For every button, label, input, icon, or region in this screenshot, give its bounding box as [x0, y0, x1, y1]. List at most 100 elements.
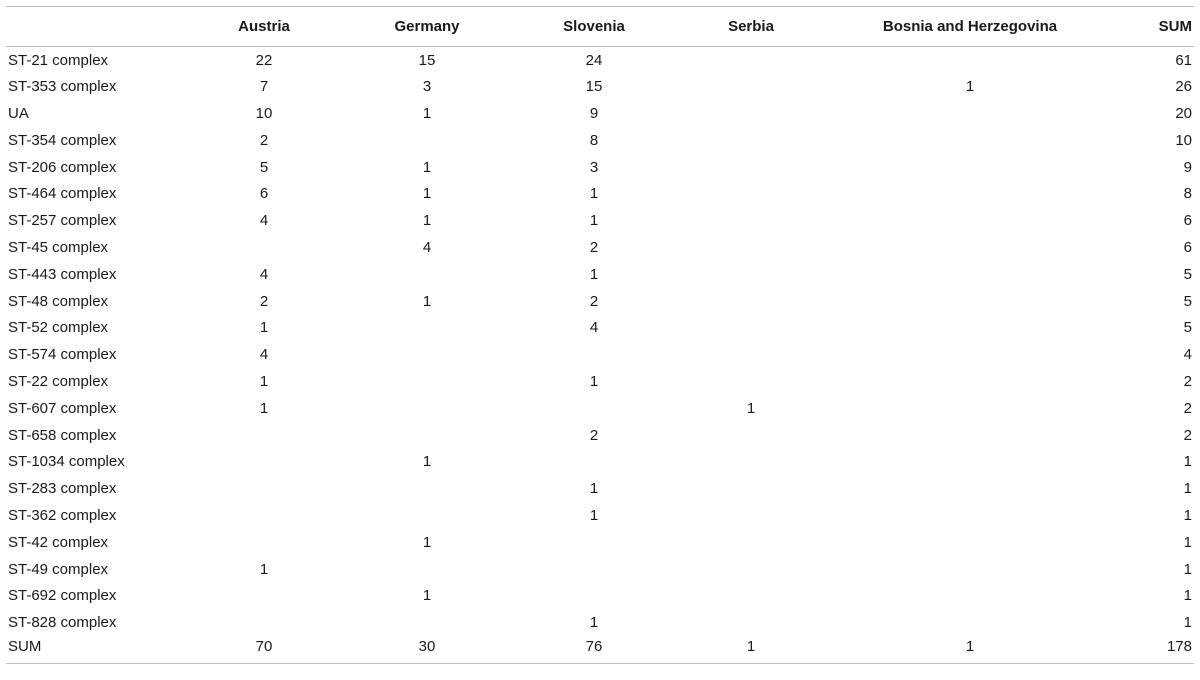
cell-label: ST-206 complex — [8, 158, 117, 176]
cell-germany — [334, 422, 520, 449]
cell-germany: 1 — [422, 453, 432, 471]
cell-austria: 70 — [255, 637, 273, 655]
cell-serbia — [668, 73, 834, 100]
cell-sum: 1 — [1183, 614, 1192, 632]
cell-slovenia: 3 — [589, 158, 599, 176]
cell-slovenia: 2 — [589, 238, 599, 256]
data-table-container: Austria Germany Slovenia Serbia Bosnia a… — [6, 6, 1194, 664]
cell-germany: 1 — [422, 533, 432, 551]
cell-label: SUM — [8, 637, 42, 655]
cell-label: ST-21 complex — [8, 51, 109, 69]
table-row: UA 10 1 9 20 — [6, 100, 1194, 127]
cell-bosnia-and-herzegovina — [834, 448, 1106, 475]
cell-austria: 22 — [255, 51, 273, 69]
cell-germany — [334, 395, 520, 422]
cell-slovenia — [520, 395, 668, 422]
cell-sum: 5 — [1183, 292, 1192, 310]
cell-sum: 20 — [1175, 104, 1192, 122]
cell-austria: 1 — [259, 399, 269, 417]
cell-label: ST-257 complex — [8, 212, 117, 230]
table-header: Austria Germany Slovenia Serbia Bosnia a… — [6, 6, 1194, 47]
cell-sum: 9 — [1183, 158, 1192, 176]
table-row: ST-443 complex 4 1 5 — [6, 261, 1194, 288]
table-row: ST-692 complex 1 1 — [6, 582, 1194, 609]
cell-austria: 2 — [259, 131, 269, 149]
cell-serbia — [668, 502, 834, 529]
cell-austria: 1 — [259, 372, 269, 390]
cell-bosnia-and-herzegovina — [834, 288, 1106, 315]
cell-austria: 7 — [259, 78, 269, 96]
header-cell-germany: Germany — [394, 18, 460, 35]
cell-germany — [334, 475, 520, 502]
cell-austria — [194, 609, 334, 636]
cell-serbia — [668, 475, 834, 502]
cell-austria: 2 — [259, 292, 269, 310]
cell-sum: 1 — [1183, 533, 1192, 551]
cell-sum: 2 — [1183, 426, 1192, 444]
cell-sum: 6 — [1183, 238, 1192, 256]
cell-sum: 10 — [1175, 131, 1192, 149]
cell-slovenia: 9 — [589, 104, 599, 122]
cell-sum: 1 — [1183, 587, 1192, 605]
header-cell-slovenia: Slovenia — [563, 18, 625, 35]
cell-germany: 1 — [422, 587, 432, 605]
cell-austria — [194, 529, 334, 556]
table-row: ST-49 complex 1 1 — [6, 556, 1194, 583]
cell-serbia — [668, 47, 834, 74]
cell-germany — [334, 368, 520, 395]
sum-row: SUM 70 30 76 1 1 178 — [6, 636, 1194, 663]
cell-serbia — [668, 341, 834, 368]
cell-slovenia: 4 — [589, 319, 599, 337]
cell-sum: 26 — [1175, 78, 1192, 96]
cell-slovenia — [520, 448, 668, 475]
cell-bosnia-and-herzegovina — [834, 100, 1106, 127]
cell-label: ST-443 complex — [8, 265, 117, 283]
cell-austria — [194, 234, 334, 261]
table-row: ST-48 complex 2 1 2 5 — [6, 288, 1194, 315]
cell-bosnia-and-herzegovina — [834, 261, 1106, 288]
table-row: ST-52 complex 1 4 5 — [6, 314, 1194, 341]
table-row: ST-574 complex 4 4 — [6, 341, 1194, 368]
cell-sum: 6 — [1183, 212, 1192, 230]
cell-slovenia: 1 — [589, 506, 599, 524]
cell-serbia — [668, 609, 834, 636]
header-row: Austria Germany Slovenia Serbia Bosnia a… — [6, 6, 1194, 47]
cell-bosnia-and-herzegovina — [834, 529, 1106, 556]
cell-bosnia-and-herzegovina: 1 — [965, 637, 975, 655]
cell-austria: 4 — [259, 212, 269, 230]
table-row: ST-828 complex 1 1 — [6, 609, 1194, 636]
table-row: ST-42 complex 1 1 — [6, 529, 1194, 556]
table-row: ST-22 complex 1 1 2 — [6, 368, 1194, 395]
cell-sum: 1 — [1183, 480, 1192, 498]
cell-serbia — [668, 368, 834, 395]
cell-slovenia: 1 — [589, 212, 599, 230]
header-cell-austria: Austria — [238, 18, 290, 35]
cell-label: ST-692 complex — [8, 587, 117, 605]
cell-slovenia — [520, 556, 668, 583]
cell-slovenia: 1 — [589, 185, 599, 203]
table-row: ST-353 complex 7 3 15 1 26 — [6, 73, 1194, 100]
cell-serbia — [668, 261, 834, 288]
cell-serbia — [668, 154, 834, 181]
cell-bosnia-and-herzegovina — [834, 422, 1106, 449]
cell-bosnia-and-herzegovina: 1 — [965, 78, 975, 96]
cell-serbia — [668, 180, 834, 207]
table-row: ST-658 complex 2 2 — [6, 422, 1194, 449]
cell-serbia — [668, 422, 834, 449]
cell-germany — [334, 341, 520, 368]
table-row: ST-21 complex 22 15 24 61 — [6, 47, 1194, 74]
cell-austria: 4 — [259, 346, 269, 364]
cell-sum: 61 — [1175, 51, 1192, 69]
cell-label: ST-464 complex — [8, 185, 117, 203]
cell-sum: 1 — [1183, 560, 1192, 578]
cell-sum: 2 — [1183, 399, 1192, 417]
cell-austria: 5 — [259, 158, 269, 176]
cell-germany: 1 — [422, 212, 432, 230]
table-body: ST-21 complex 22 15 24 61 ST-353 complex 7 3 15 1… — [6, 47, 1194, 663]
cell-label: ST-42 complex — [8, 533, 109, 551]
cell-germany: 30 — [418, 637, 436, 655]
cell-serbia — [668, 288, 834, 315]
header-cell-serbia: Serbia — [728, 18, 774, 35]
cell-bosnia-and-herzegovina — [834, 180, 1106, 207]
cell-germany — [334, 261, 520, 288]
